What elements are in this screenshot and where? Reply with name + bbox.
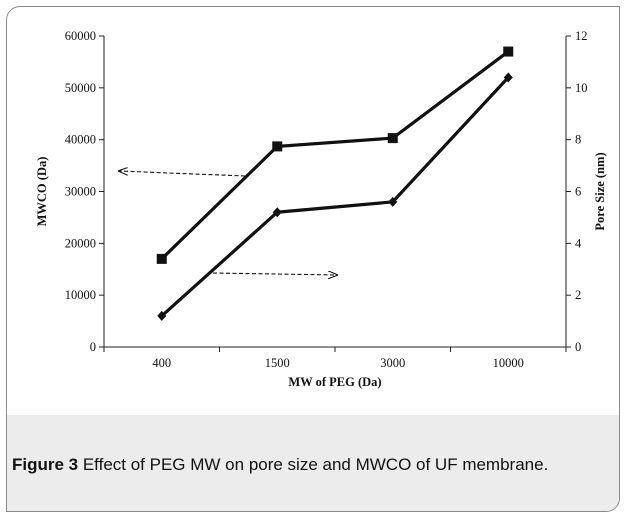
right-y-axis-label: Pore Size (nm): [593, 152, 607, 230]
right-tick-label: 10: [575, 81, 588, 95]
right-tick-label: 12: [575, 29, 588, 43]
x-axis-label: MW of PEG (Da): [288, 375, 381, 389]
right-tick-label: 8: [575, 133, 581, 147]
left-tick-label: 40000: [65, 133, 96, 147]
data-point-square: [272, 141, 283, 152]
caption-band: [7, 415, 619, 511]
series-line-mwco: [160, 50, 510, 261]
data-point-square: [503, 46, 514, 57]
data-point-square: [387, 133, 398, 144]
x-tick-label: 3000: [380, 356, 405, 370]
caption-text: Effect of PEG MW on pore size and MWCO o…: [78, 455, 549, 474]
left-tick-label: 50000: [65, 81, 96, 95]
left-tick-label: 60000: [65, 29, 96, 43]
data-point-diamond: [388, 196, 398, 207]
right-tick-label: 4: [575, 236, 582, 250]
left-tick-label: 0: [90, 340, 96, 354]
data-point-diamond: [157, 310, 167, 321]
left-tick-label: 30000: [65, 185, 96, 199]
left-y-axis-label: MWCO (Da): [35, 157, 49, 227]
figure-caption: Figure 3 Effect of PEG MW on pore size a…: [12, 454, 597, 475]
data-point-diamond: [503, 72, 513, 83]
x-axis-ticks: 400 1500 3000 10000: [103, 347, 567, 370]
arrow-to-right-axis: [212, 273, 337, 275]
left-tick-label: 20000: [65, 236, 96, 250]
series-line-pore-size: [160, 76, 510, 318]
caption-label: Figure 3: [12, 455, 79, 474]
x-tick-label: 10000: [493, 356, 524, 370]
annotations: [119, 171, 337, 275]
right-axis-ticks: 0 2 4 6 8 10 12: [566, 29, 588, 354]
left-tick-label: 10000: [65, 288, 96, 302]
x-tick-label: 400: [152, 356, 171, 370]
x-tick-label: 1500: [265, 356, 290, 370]
series-group: [156, 46, 514, 321]
data-point-diamond: [272, 207, 282, 218]
right-tick-label: 6: [575, 185, 581, 199]
figure-frame: [6, 6, 620, 512]
right-tick-label: 0: [575, 340, 581, 354]
data-point-square: [156, 253, 167, 264]
right-tick-label: 2: [575, 288, 581, 302]
arrow-to-left-axis: [119, 171, 246, 177]
axes: [103, 36, 567, 348]
left-axis-ticks: 0 10000 20000 30000 40000 50000 60000: [65, 29, 104, 354]
